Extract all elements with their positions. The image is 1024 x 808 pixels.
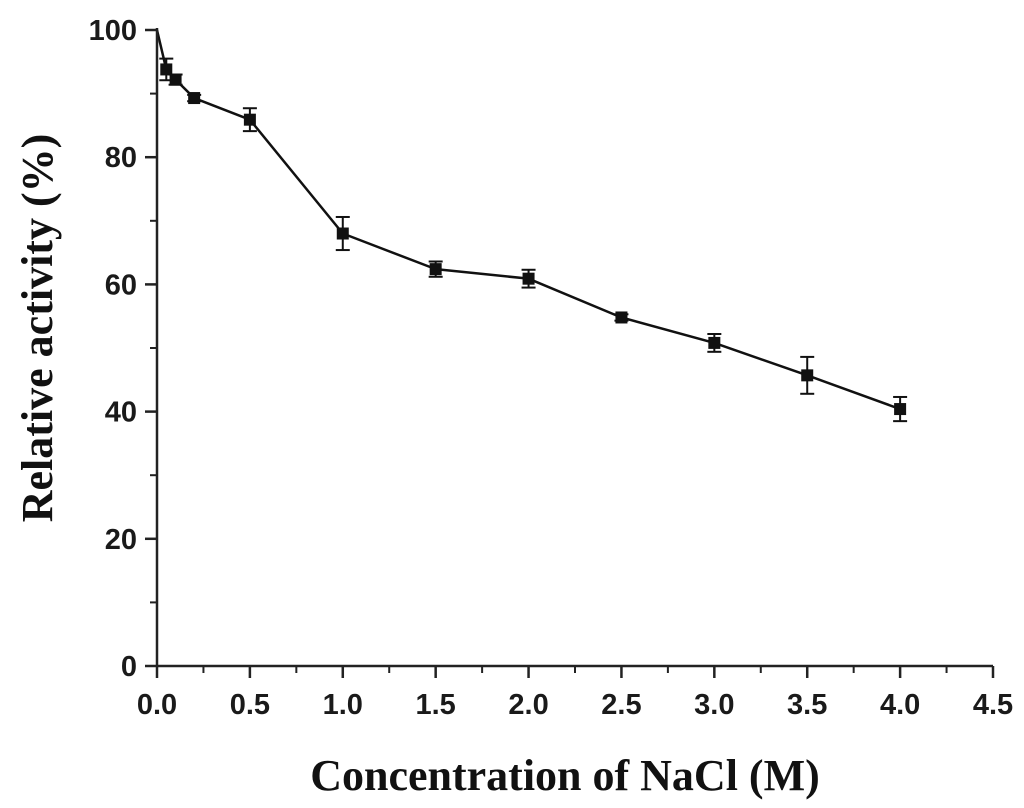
data-point <box>188 92 201 105</box>
x-tick-label: 2.0 <box>508 689 548 721</box>
x-tick-label: 2.5 <box>601 689 641 721</box>
x-axis-ticks: 0.0 0.5 1.0 1.5 2.0 2.5 3.0 3.5 4.0 4.5 <box>137 666 1013 721</box>
data-point <box>801 369 814 382</box>
data-point <box>160 63 173 76</box>
data-point <box>243 113 256 126</box>
data-point <box>522 272 535 285</box>
x-tick-label: 1.5 <box>416 689 456 721</box>
y-tick-label: 100 <box>89 15 137 47</box>
x-tick-label: 4.5 <box>973 689 1013 721</box>
data-point <box>615 311 628 324</box>
x-axis-title: Concentration of NaCl (M) <box>310 751 820 800</box>
data-point <box>894 403 907 416</box>
x-tick-label: 4.0 <box>880 689 920 721</box>
y-tick-label: 80 <box>105 142 137 174</box>
x-tick-label: 1.0 <box>323 689 363 721</box>
axes: 0.0 0.5 1.0 1.5 2.0 2.5 3.0 3.5 4.0 4.5 0 20 40 60 80… <box>89 15 1014 721</box>
plot-area <box>155 29 908 423</box>
x-tick-label: 0.0 <box>137 689 177 721</box>
y-tick-label: 20 <box>105 524 137 556</box>
data-point <box>708 336 721 349</box>
y-axis-title: Relative activity (%) <box>13 134 62 523</box>
x-tick-label: 0.5 <box>230 689 270 721</box>
data-point <box>429 263 442 276</box>
y-tick-label: 40 <box>105 397 137 429</box>
data-point <box>336 227 349 240</box>
x-tick-label: 3.5 <box>787 689 827 721</box>
x-tick-label: 3.0 <box>694 689 734 721</box>
data-point <box>169 73 182 86</box>
series-line <box>155 29 901 411</box>
y-tick-label: 0 <box>121 651 137 683</box>
y-axis-ticks: 0 20 40 60 80 100 <box>89 15 157 683</box>
y-tick-label: 60 <box>105 269 137 301</box>
